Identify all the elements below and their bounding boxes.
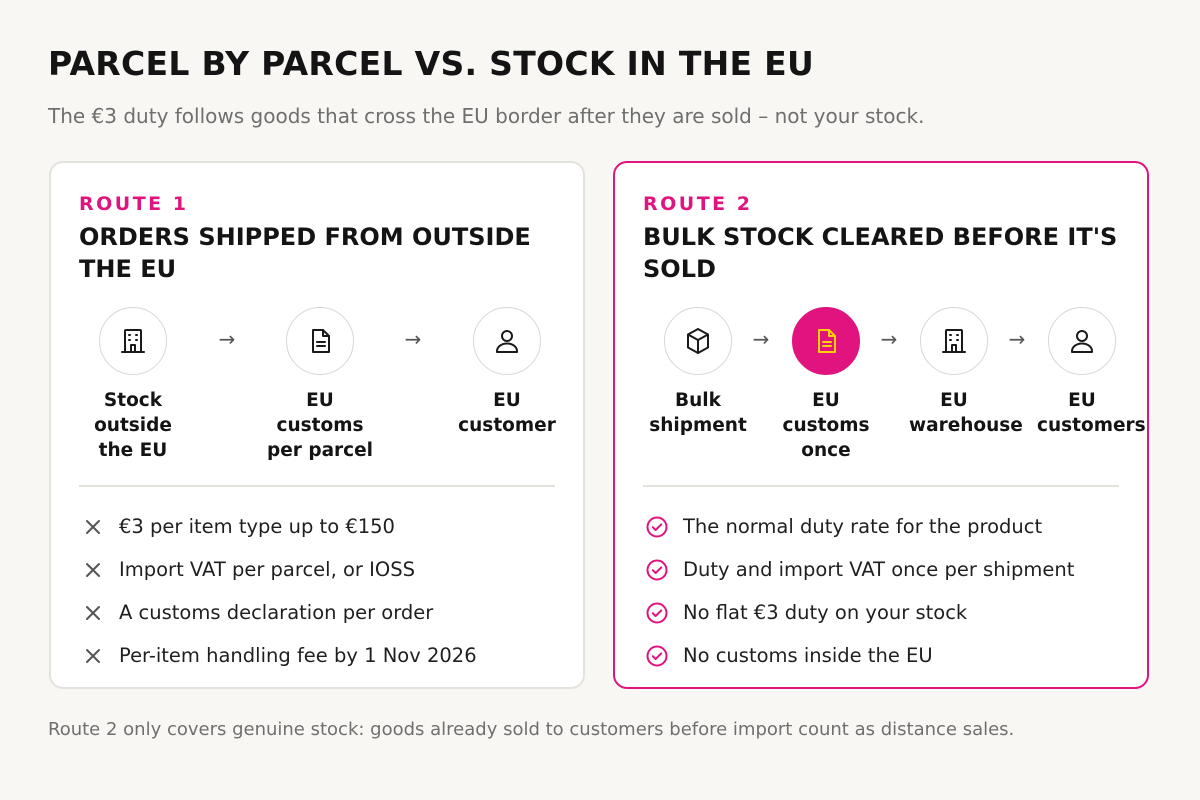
cross-icon	[79, 513, 107, 541]
list-item: A customs declaration per order	[79, 591, 477, 634]
document-icon	[286, 307, 354, 375]
list-item: Import VAT per parcel, or IOSS	[79, 548, 477, 591]
check-circle-icon	[643, 556, 671, 584]
list-item-text: €3 per item type up to €150	[119, 515, 395, 538]
divider	[79, 485, 555, 487]
check-circle-icon	[643, 599, 671, 627]
arrow-icon: →	[752, 327, 770, 351]
list-item-text: The normal duty rate for the product	[683, 515, 1043, 538]
route-title: BULK STOCK CLEARED BEFORE IT'S SOLD	[643, 223, 1118, 283]
step-label: EU customer	[458, 390, 556, 436]
list-item: Duty and import VAT once per shipment	[643, 548, 1074, 591]
list-item-text: No customs inside the EU	[683, 644, 933, 667]
page-subtitle: The €3 duty follows goods that cross the…	[48, 104, 925, 128]
route-1-points: €3 per item type up to €150 Import VAT p…	[79, 505, 477, 677]
flow-step-stock-outside: Stock outside the EU	[68, 307, 198, 463]
list-item-text: Import VAT per parcel, or IOSS	[119, 558, 415, 581]
list-item-text: No flat €3 duty on your stock	[683, 601, 968, 624]
flow-step-eu-warehouse: EU warehouse	[889, 307, 1023, 438]
person-icon	[1048, 307, 1116, 375]
list-item: No customs inside the EU	[643, 634, 1074, 677]
arrow-icon: →	[880, 327, 898, 351]
cross-icon	[79, 556, 107, 584]
route-2-points: The normal duty rate for the product Dut…	[643, 505, 1074, 677]
footnote: Route 2 only covers genuine stock: goods…	[48, 719, 1015, 740]
document-icon	[792, 307, 860, 375]
route-1-card: ROUTE 1 ORDERS SHIPPED FROM OUTSIDE THE …	[49, 161, 585, 689]
flow-step-eu-customs-once: EU customs once	[761, 307, 891, 463]
list-item-text: Per-item handling fee by 1 Nov 2026	[119, 644, 477, 667]
step-label: EU customers	[1037, 390, 1146, 436]
flow-step-eu-customer: EU customer	[442, 307, 572, 438]
check-circle-icon	[643, 642, 671, 670]
list-item: €3 per item type up to €150	[79, 505, 477, 548]
cross-icon	[79, 599, 107, 627]
arrow-icon: →	[404, 327, 422, 351]
flow-step-eu-customers: EU customers	[1017, 307, 1147, 438]
flow-step-bulk-shipment: Bulk shipment	[633, 307, 763, 438]
step-label: EU customs per parcel	[266, 390, 374, 461]
step-label: EU warehouse	[909, 390, 1023, 436]
box-icon	[664, 307, 732, 375]
person-icon	[473, 307, 541, 375]
step-label: Stock outside the EU	[94, 390, 172, 461]
route-title: ORDERS SHIPPED FROM OUTSIDE THE EU	[79, 223, 531, 283]
list-item-text: A customs declaration per order	[119, 601, 434, 624]
list-item: No flat €3 duty on your stock	[643, 591, 1074, 634]
list-item: Per-item handling fee by 1 Nov 2026	[79, 634, 477, 677]
arrow-icon: →	[218, 327, 236, 351]
list-item-text: Duty and import VAT once per shipment	[683, 558, 1075, 581]
check-circle-icon	[643, 513, 671, 541]
cross-icon	[79, 642, 107, 670]
building-icon	[99, 307, 167, 375]
route-2-card: ROUTE 2 BULK STOCK CLEARED BEFORE IT'S S…	[613, 161, 1149, 689]
route-label: ROUTE 2	[643, 193, 753, 215]
arrow-icon: →	[1008, 327, 1026, 351]
building-icon	[920, 307, 988, 375]
page-title: PARCEL BY PARCEL VS. STOCK IN THE EU	[48, 44, 815, 83]
step-label: Bulk shipment	[649, 390, 747, 436]
step-label: EU customs once	[782, 390, 870, 461]
list-item: The normal duty rate for the product	[643, 505, 1074, 548]
divider	[643, 485, 1119, 487]
route-label: ROUTE 1	[79, 193, 189, 215]
flow-step-eu-customs-per-parcel: EU customs per parcel	[255, 307, 385, 463]
